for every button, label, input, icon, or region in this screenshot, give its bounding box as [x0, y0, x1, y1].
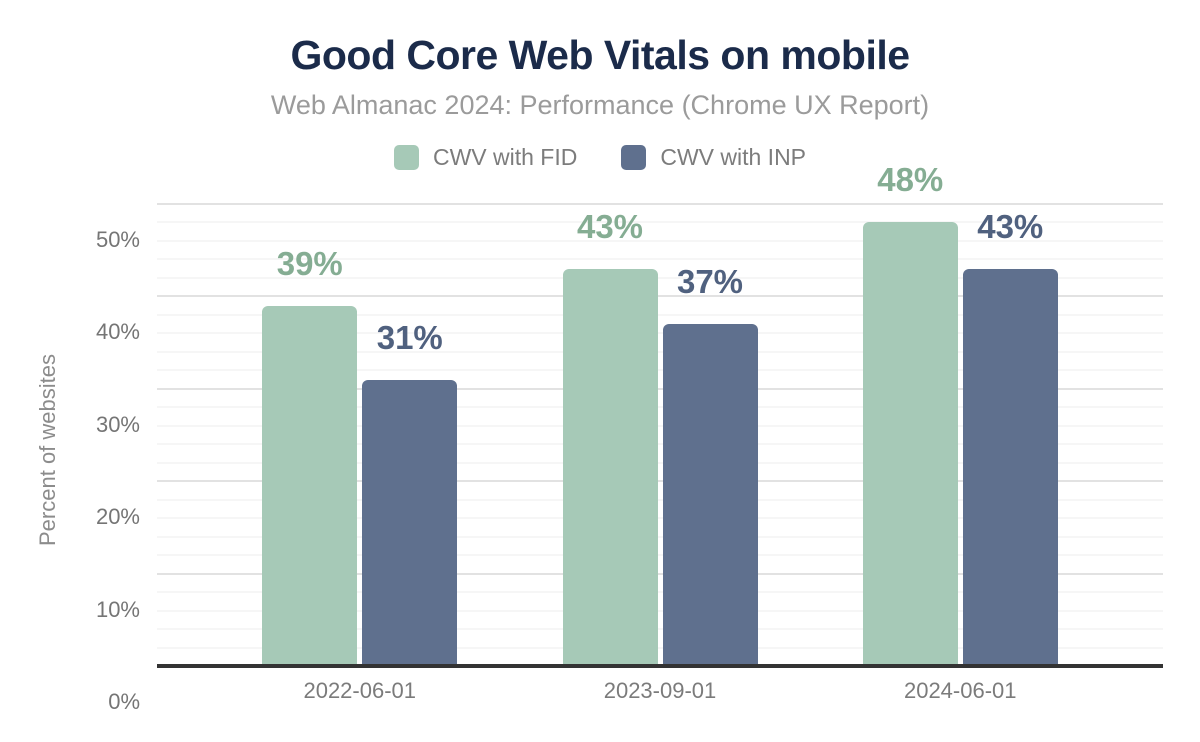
minor-gridline [157, 609, 1163, 612]
y-axis: 0% 10% 20% 30% 40% 50% [0, 191, 140, 714]
minor-gridline [157, 554, 1163, 557]
minor-gridline [157, 276, 1163, 279]
legend-swatch-cwv-with-inp [621, 145, 647, 170]
minor-gridline [157, 369, 1163, 372]
legend-label: CWV with INP [660, 144, 807, 170]
bar-cwv-with-inp-2024-06-01: 43% [962, 210, 1058, 666]
minor-gridline [157, 443, 1163, 446]
minor-gridline [157, 517, 1163, 520]
minor-gridline [157, 239, 1163, 242]
y-tick-label: 40% [95, 319, 140, 345]
y-tick-label: 50% [95, 227, 140, 252]
data-label-cwv-with-inp-2022-06-01: 31% [376, 318, 443, 356]
minor-gridline [157, 461, 1163, 464]
bar-cwv-with-fid-2022-06-01: 39% [262, 247, 358, 666]
major-gridline [157, 572, 1163, 575]
minor-gridline [157, 221, 1163, 224]
chart-subtitle: Web Almanac 2024: Performance (Chrome UX… [270, 90, 930, 120]
data-label-cwv-with-fid-2024-06-01: 48% [877, 161, 944, 199]
minor-gridline [157, 350, 1163, 353]
minor-gridline [157, 628, 1163, 631]
x-tick-label-2024-06-01: 2024-06-01 [903, 678, 1017, 703]
data-label-cwv-with-inp-2024-06-01: 43% [977, 207, 1044, 245]
y-tick-label: 10% [95, 596, 140, 622]
x-tick-label-2023-09-01: 2023-09-01 [603, 678, 717, 703]
bar-cwv-with-fid-2023-09-01: 43% [562, 210, 658, 666]
minor-gridline [157, 498, 1163, 501]
data-label-cwv-with-fid-2022-06-01: 39% [276, 244, 343, 282]
minor-gridline [157, 258, 1163, 261]
y-tick-label: 20% [95, 504, 140, 530]
minor-gridline [157, 424, 1163, 427]
minor-gridline [157, 646, 1163, 649]
bar-group-2022-06-01: 39% 31% [262, 155, 458, 666]
bar-groups: 39% 31% 43% 37% 48% 43% [157, 155, 1163, 666]
minor-gridline [157, 406, 1163, 409]
bar-cwv-with-inp-2022-06-01: 31% [362, 321, 458, 666]
major-gridline [157, 203, 1163, 205]
major-gridline [157, 295, 1163, 298]
y-tick-label: 0% [108, 689, 140, 714]
x-tick-label-2022-06-01: 2022-06-01 [303, 678, 417, 703]
major-gridline [157, 480, 1163, 483]
chart-title: Good Core Web Vitals on mobile [290, 32, 910, 78]
legend-item-cwv-with-fid: CWV with FID [393, 144, 578, 171]
minor-gridline [157, 313, 1163, 316]
bar-cwv-with-fid-2024-06-01: 48% [862, 163, 958, 666]
major-gridline [157, 387, 1163, 390]
bar-group-2023-09-01: 43% 37% [562, 155, 758, 666]
bar-group-2024-06-01: 48% 43% [862, 155, 1058, 666]
y-tick-label: 30% [95, 411, 140, 437]
legend-label: CWV with FID [432, 144, 578, 170]
legend-swatch-cwv-with-fid [393, 145, 419, 170]
x-axis: 2022-06-01 2023-09-01 2024-06-01 [157, 678, 1163, 704]
minor-gridline [157, 591, 1163, 594]
bar-cwv-with-inp-2023-09-01: 37% [662, 265, 758, 666]
data-label-cwv-with-inp-2023-09-01: 37% [676, 263, 744, 301]
data-label-cwv-with-fid-2023-09-01: 43% [576, 207, 644, 245]
minor-gridline [157, 535, 1163, 538]
plot-area: 39% 31% 43% 37% 48% 43% [157, 155, 1163, 666]
minor-gridline [157, 332, 1163, 335]
legend-item-cwv-with-inp: CWV with INP [621, 144, 806, 171]
legend: CWV with FID CWV with INP [0, 144, 1200, 171]
x-axis-line [157, 664, 1163, 668]
